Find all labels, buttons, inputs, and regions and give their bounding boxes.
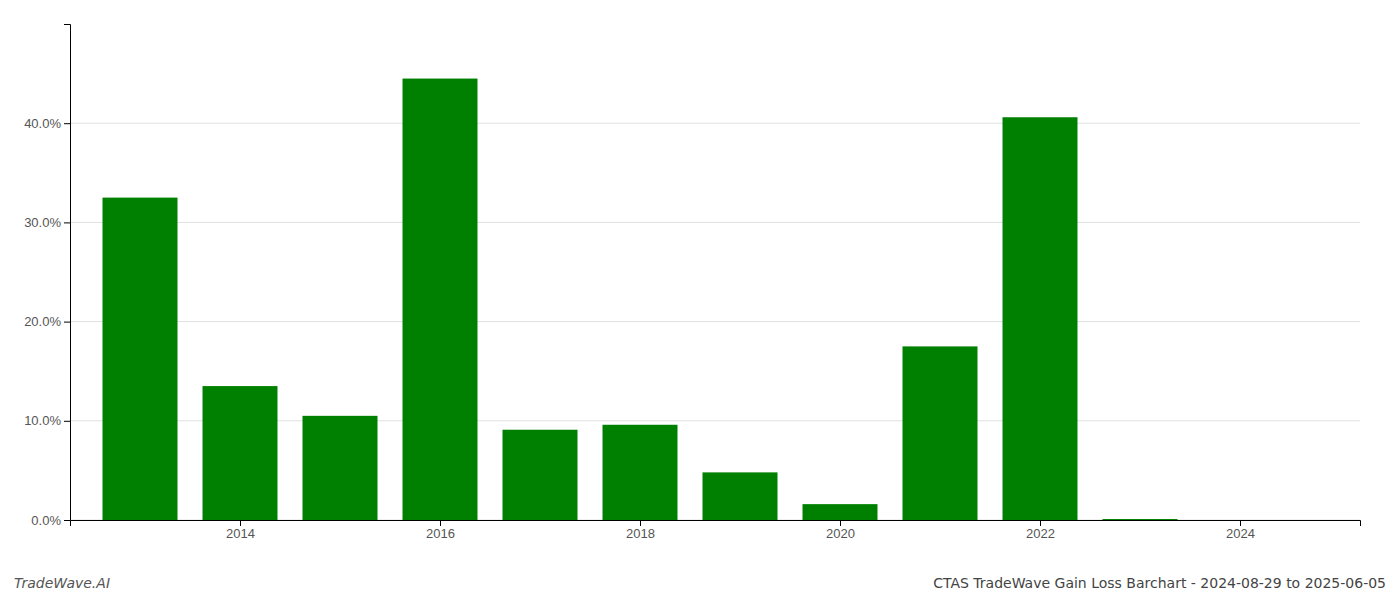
tick-mark (1040, 520, 1041, 526)
tick-label: 2020 (826, 526, 855, 541)
tick: 2022 (1026, 520, 1055, 541)
axis-line (71, 521, 1361, 527)
grid (70, 123, 1360, 520)
tick: 2014 (226, 520, 255, 541)
tick: 2016 (426, 520, 455, 541)
bar (703, 472, 778, 520)
bar (403, 79, 478, 520)
tick-label: 2024 (1226, 526, 1255, 541)
plot: 2014 2016 2018 2020 2022 2024 0.0% 10.0% 20.0% 30… (24, 25, 1360, 542)
annotation: TradeWave.AI (14, 575, 110, 591)
tick-mark (1240, 520, 1241, 526)
tick-mark (440, 520, 441, 526)
tick-mark (64, 421, 70, 422)
bar (1203, 520, 1278, 521)
tick-mark (64, 322, 70, 323)
bar (303, 416, 378, 520)
bar (903, 346, 978, 520)
axis-line (64, 25, 71, 521)
bar (1103, 519, 1178, 520)
tick-label: 10.0% (24, 413, 61, 428)
bar (1003, 117, 1078, 520)
bar (803, 504, 878, 520)
tick: 30.0% (24, 215, 70, 230)
tick-label: 20.0% (24, 314, 61, 329)
tick-label: 2016 (426, 526, 455, 541)
grid-line (70, 222, 1360, 223)
title: CTAS TradeWave Gain Loss Barchart - 2024… (933, 575, 1386, 591)
tick: 0.0% (31, 513, 70, 528)
tick-label: 2022 (1026, 526, 1055, 541)
tick-label: 2014 (226, 526, 255, 541)
tick: 40.0% (24, 116, 70, 131)
tick-mark (64, 520, 70, 521)
tick: 2020 (826, 520, 855, 541)
bar (603, 425, 678, 520)
y-axis: 0.0% 10.0% 20.0% 30.0% 40.0% (24, 25, 70, 528)
grid-line (70, 123, 1360, 124)
tick-mark (64, 123, 70, 124)
bar (103, 198, 178, 520)
x-axis: 2014 2016 2018 2020 2022 2024 (71, 520, 1361, 541)
tick-label: 30.0% (24, 215, 61, 230)
tick-mark (640, 520, 641, 526)
tick-mark (840, 520, 841, 526)
tick: 2018 (626, 520, 655, 541)
tick-mark (240, 520, 241, 526)
chart: 2014 2016 2018 2020 2022 2024 0.0% 10.0% 20.0% 30… (0, 0, 1400, 600)
tick: 10.0% (24, 413, 70, 428)
tick-label: 40.0% (24, 116, 61, 131)
tick-label: 2018 (626, 526, 655, 541)
bars (103, 79, 1178, 520)
bar (503, 430, 578, 520)
tick: 20.0% (24, 314, 70, 329)
tick-label: 0.0% (31, 513, 61, 528)
bar (203, 386, 278, 520)
tick: 2024 (1226, 520, 1255, 541)
tick-mark (64, 222, 70, 223)
grid-line (70, 321, 1360, 322)
